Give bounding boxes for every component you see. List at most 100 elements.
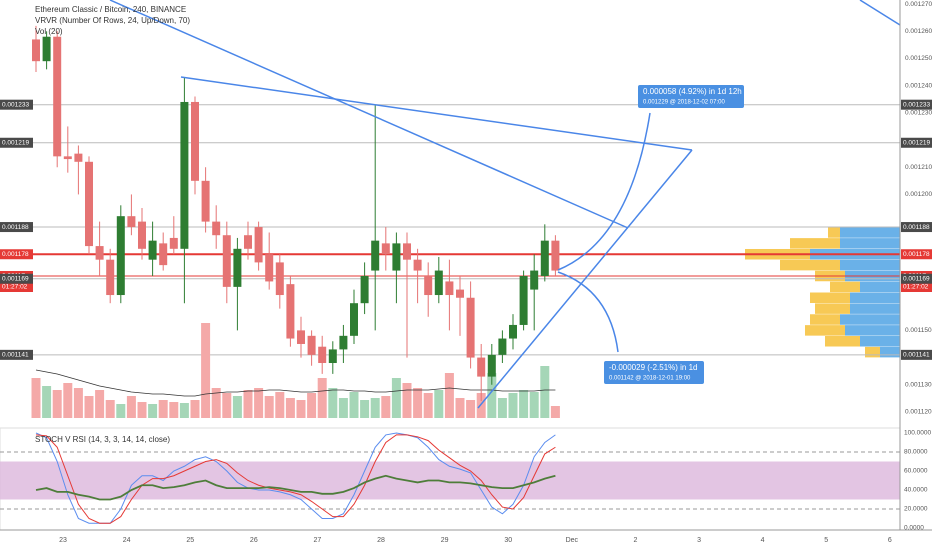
level-label: 0.001188 <box>903 224 930 231</box>
volume-bar <box>338 398 348 418</box>
volume-bar <box>254 388 264 418</box>
x-tick-label: 5 <box>824 537 828 544</box>
x-tick-label: 30 <box>504 537 512 544</box>
stoch-tick-label: 60.0000 <box>904 468 928 475</box>
candle-body <box>297 330 305 344</box>
countdown-badge <box>0 281 33 292</box>
drawings <box>109 0 932 409</box>
candle-body <box>413 259 422 271</box>
volume-bar <box>360 400 370 418</box>
profile-up <box>840 238 900 249</box>
candle-body <box>392 243 401 271</box>
volume-bar <box>158 400 168 418</box>
profile-down <box>790 238 840 249</box>
profile-up <box>840 227 900 238</box>
volume-bar <box>402 383 412 418</box>
profile-down <box>815 303 850 314</box>
level-badge <box>901 137 932 148</box>
y-tick-label: 0.001130 <box>905 381 932 388</box>
stoch-line <box>35 432 556 524</box>
candle-body <box>265 254 274 282</box>
profile-down <box>780 259 840 271</box>
level-label: 0.001141 <box>2 352 29 359</box>
candle-body <box>180 101 189 249</box>
volume-bar <box>497 398 507 418</box>
volume-ma <box>35 369 556 397</box>
y-tick-label: 0.001230 <box>905 110 932 117</box>
volume-bar <box>349 392 359 418</box>
level-badge <box>901 273 932 284</box>
volume-bar <box>540 366 550 418</box>
y-tick-label: 0.001260 <box>905 28 932 35</box>
candle-body <box>551 240 560 271</box>
candle-body <box>106 259 115 296</box>
volume-bar <box>317 378 327 418</box>
candle-body <box>148 240 157 260</box>
level-badge <box>901 222 932 233</box>
candle-body <box>360 275 369 304</box>
profile-down <box>810 314 840 325</box>
candle-body <box>339 335 348 350</box>
volume-bar <box>264 396 274 418</box>
candle-body <box>32 39 40 62</box>
volume-bar <box>466 400 476 418</box>
volume-bar <box>296 400 306 418</box>
candle-body <box>445 281 454 296</box>
candle-body <box>275 262 284 296</box>
x-tick-label: 24 <box>123 537 131 544</box>
level-badge <box>0 137 33 148</box>
volume-bar <box>328 388 338 418</box>
volume-bar <box>391 378 401 418</box>
x-tick-label: 6 <box>888 537 892 544</box>
candle-body <box>381 243 390 255</box>
stoch-tick-label: 80.0000 <box>904 449 928 456</box>
volume-bar <box>73 388 83 418</box>
volume-bar <box>179 403 189 418</box>
profile-up <box>845 325 900 336</box>
level-badge <box>0 249 33 260</box>
candle-body <box>477 357 486 377</box>
x-tick-label: Dec <box>566 537 579 544</box>
volume-bar <box>42 386 52 418</box>
candle-body <box>424 275 433 296</box>
annotation-text: 0.001229 @ 2018-12-02 07:00 <box>643 100 725 106</box>
candle-body <box>63 156 72 160</box>
level-label: 0.001169 <box>903 275 930 282</box>
volume-bar <box>487 373 497 418</box>
level-label: 0.001178 <box>2 251 29 258</box>
volume-bar <box>455 398 465 418</box>
volume-bar <box>243 390 253 418</box>
volume-bar <box>63 383 73 418</box>
level-label: 0.001233 <box>2 101 29 108</box>
x-tick-label: 2 <box>633 537 637 544</box>
y-tick-label: 0.001250 <box>905 55 932 62</box>
volume-bar <box>201 323 211 418</box>
level-badge <box>901 249 932 260</box>
stoch-tick-label: 100.0000 <box>904 430 931 437</box>
annotation-box <box>604 361 704 384</box>
candle-body <box>85 161 93 247</box>
candle-body <box>530 270 539 290</box>
volume-bar <box>148 404 158 418</box>
candle-body <box>509 324 517 339</box>
level-badge <box>901 349 932 360</box>
volume-bar <box>370 398 380 418</box>
profile-up <box>850 292 900 304</box>
volume-bar <box>31 378 41 418</box>
volume-bar <box>105 400 115 418</box>
stoch-tick-label: 0.0000 <box>904 525 924 532</box>
volume-bar <box>211 388 221 418</box>
x-tick-label: 29 <box>441 537 449 544</box>
candle-body <box>434 270 443 296</box>
profile-down <box>828 227 840 238</box>
candle-body <box>116 216 125 296</box>
profile-down <box>830 281 860 293</box>
candle-body <box>244 235 252 249</box>
candle-body <box>127 216 136 228</box>
stoch-tick-label: 40.0000 <box>904 487 928 494</box>
indicator-label: VRVR (Number Of Rows, 24, Up/Down, 70) <box>35 16 190 25</box>
volume-bar <box>381 396 391 418</box>
volume-bar <box>413 388 423 418</box>
